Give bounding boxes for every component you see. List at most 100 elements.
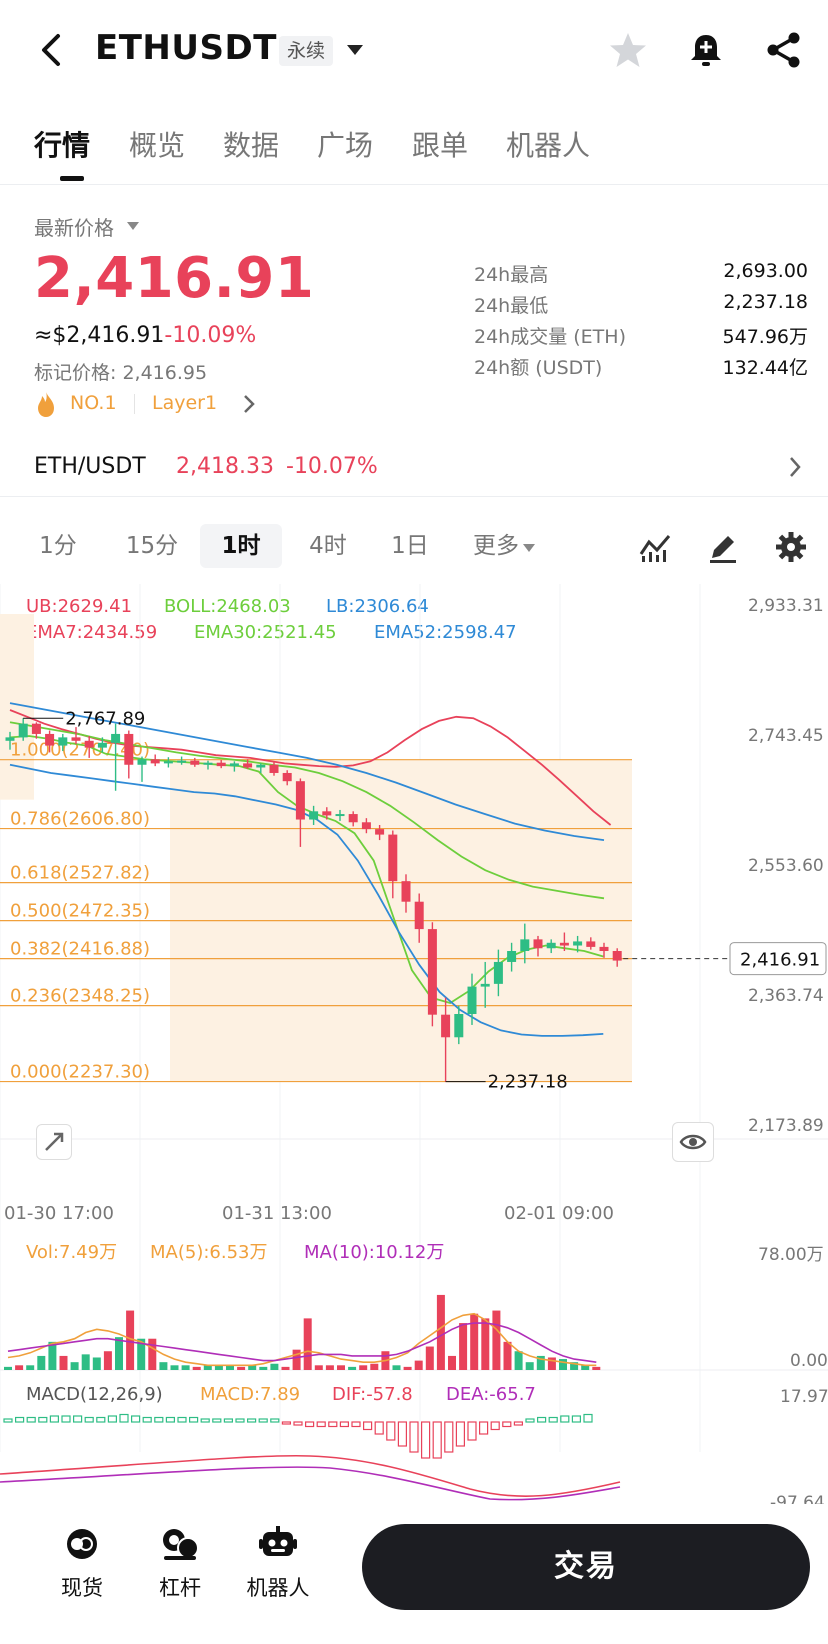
tab-square[interactable]: 广场 [317,129,374,162]
spot-pair-row[interactable]: ETH/USDT 2,418.33 -10.07% [0,430,828,497]
settings-gear-icon[interactable] [774,530,808,564]
active-tab-indicator [60,176,84,181]
vol-label: Vol:7.49万 [26,1242,118,1263]
macd-histogram-bar [571,1415,582,1423]
tab-bots[interactable]: 机器人 [506,129,591,162]
macd-histogram-bar [432,1421,442,1459]
latest-price-label[interactable]: 最新价格 [34,216,114,240]
draw-pencil-icon[interactable] [706,530,740,564]
favorite-star-icon[interactable] [608,30,648,70]
macd-histogram-bar [247,1418,257,1423]
interval-15m[interactable]: 15分 [125,533,179,559]
macd-histogram-bar [328,1421,338,1428]
mark-price-value: 2,416.95 [122,362,208,384]
interval-1h[interactable]: 1时 [200,524,282,568]
toggle-visibility-button[interactable] [672,1122,714,1162]
volume-bar [547,1357,556,1370]
expand-arrows-icon [45,1132,64,1151]
vol-ma5-label: MA(5):6.53万 [150,1242,268,1263]
volume-bar [15,1365,24,1370]
tab-data[interactable]: 数据 [223,129,280,162]
volume-bar [481,1318,490,1370]
nav-spot[interactable]: 现货 [32,1526,132,1602]
ema30-line [9,721,605,900]
price-alert-bell-icon[interactable] [686,30,726,70]
x-axis-tick-label: 02-01 09:00 [504,1203,614,1224]
volume-bar [436,1294,445,1370]
candle-up [493,961,503,984]
macd-histogram-bar [72,1415,83,1423]
nav-bots[interactable]: 机器人 [228,1526,328,1602]
volume-bar [81,1354,90,1370]
interval-4h[interactable]: 4时 [309,533,347,559]
trade-button[interactable]: 交易 [362,1524,810,1610]
back-arrow-icon[interactable] [34,32,70,68]
candle-up [256,764,266,768]
stat-label-turnover: 24h额 (USDT) [474,357,603,379]
fullscreen-button[interactable] [36,1124,72,1160]
interval-1d[interactable]: 1日 [391,533,429,559]
volume-bar [581,1365,590,1370]
nav-bots-label: 机器人 [246,1576,310,1600]
candle-down [427,929,437,1015]
candle-down [348,814,358,823]
macd-histogram-bar [235,1418,245,1423]
volume-bar [348,1366,357,1370]
indicators-icon[interactable] [638,530,672,564]
macd-histogram-bar [281,1421,291,1425]
volume-axis-bottom: 0.00 [790,1351,828,1371]
macd-histogram-bar [142,1416,152,1423]
candle-down [559,942,569,946]
macd-histogram-bar [374,1421,384,1435]
dif-line [0,1454,621,1497]
volume-bar [126,1310,135,1370]
high-marker-label: 2,767.89 [65,708,145,729]
pair-dropdown-caret-icon[interactable] [347,45,363,55]
share-icon[interactable] [764,30,804,70]
candle-down [533,939,543,949]
macd-histogram-bar [513,1421,524,1426]
kline-chart[interactable]: UB:2629.41 BOLL:2468.03 LB:2306.64 EMA7:… [0,584,828,1504]
interval-1m[interactable]: 1分 [39,533,77,559]
volume-bar [325,1365,334,1370]
candle-down [401,881,411,902]
volume-bar [26,1365,35,1370]
macd-histogram-bar [444,1421,454,1453]
indicator-lb: LB:2306.64 [326,596,429,617]
price-change-percent: -10.09% [164,323,257,348]
interval-more-caret-icon[interactable] [523,544,535,552]
candle-down [414,901,424,930]
stat-value-turnover: 132.44亿 [722,357,808,379]
volume-bar [137,1338,146,1370]
volume-bar [159,1362,168,1370]
chart-canvas[interactable]: 1.000(2707.40)0.786(2606.80)0.618(2527.8… [0,584,828,1504]
candle-down [190,760,200,765]
macd-histogram-bar [96,1416,106,1423]
candle-down [216,762,226,767]
macd-histogram-bar [200,1418,210,1423]
macd-histogram-bar [189,1416,199,1423]
macd-axis-bottom: -97.64 [770,1493,825,1504]
tab-market[interactable]: 行情 [34,129,91,162]
nav-margin[interactable]: 杠杆 [130,1526,230,1602]
volume-bar [115,1337,123,1370]
volume-bar [292,1349,301,1370]
macd-histogram-bar [15,1416,25,1423]
ema7-line [9,735,604,1004]
tab-copy-trading[interactable]: 跟单 [412,129,469,162]
macd-histogram-bar [3,1418,13,1423]
tab-overview[interactable]: 概览 [129,129,186,162]
volume-bar [270,1363,279,1370]
interval-more[interactable]: 更多 [473,533,519,559]
macd-histogram-bar [119,1413,129,1423]
macd-histogram-bar [502,1421,512,1428]
candle-down [269,764,279,773]
pair-title[interactable]: ETHUSDT [95,28,277,68]
volume-bar [48,1341,57,1370]
volume-bar [237,1366,246,1370]
volume-bar [59,1355,68,1370]
candle-down [375,829,385,835]
indicator-boll: BOLL:2468.03 [164,596,291,617]
last-price-tag-box [729,942,827,976]
price-type-caret-icon[interactable] [127,222,139,230]
